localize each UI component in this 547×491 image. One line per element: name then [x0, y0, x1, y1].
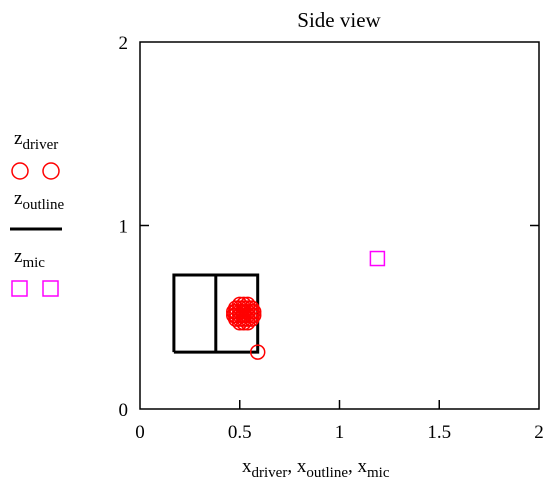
- legend-label-mic: zmic: [14, 246, 45, 271]
- mic-series: [369, 250, 386, 267]
- outline-segment: [172, 273, 260, 354]
- driver-point: [228, 311, 244, 327]
- driver-point: [245, 303, 262, 320]
- legend-swatch-driver: [11, 162, 29, 180]
- driver-point: [245, 307, 262, 324]
- legend-swatch-mic: [42, 280, 59, 297]
- legend-swatch-driver: [42, 162, 60, 180]
- plot-frame: [139, 41, 540, 410]
- x-tick-label: 1.5: [427, 422, 451, 443]
- x-tick-label: 1: [335, 422, 345, 443]
- chart-title: Side view: [297, 8, 381, 32]
- driver-point: [226, 307, 242, 324]
- driver-point: [235, 307, 252, 324]
- legend-swatches: [10, 162, 62, 297]
- legend-swatch-mic: [11, 280, 28, 297]
- driver-point: [243, 311, 260, 327]
- driver-point: [235, 296, 252, 313]
- driver-series: [226, 296, 266, 360]
- y-tick-label: 1: [119, 217, 129, 238]
- axis-ticks: 0 0.5 1 1.5 2 0 1 2: [119, 33, 544, 443]
- x-tick-label: 0.5: [228, 422, 252, 443]
- legend-label-driver: zdriver: [14, 128, 59, 153]
- driver-point: [226, 303, 242, 320]
- driver-point: [249, 344, 266, 360]
- x-tick-label: 2: [534, 422, 544, 443]
- legend: zdriver zoutline zmic: [0, 0, 120, 320]
- y-tick-label: 0: [119, 400, 129, 421]
- x-axis-label: xdriver, xoutline, xmic: [242, 456, 390, 481]
- mic-point: [369, 250, 386, 267]
- y-tick-label: 2: [119, 33, 129, 54]
- legend-label-outline: zoutline: [14, 188, 65, 213]
- driver-point: [235, 315, 252, 331]
- x-tick-label: 0: [135, 422, 145, 443]
- outline-series: [172, 273, 260, 354]
